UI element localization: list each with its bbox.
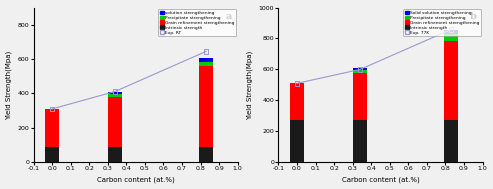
Bar [199,58,213,61]
Bar [108,97,122,147]
Bar [444,120,458,162]
Bar [353,70,367,73]
Bar [290,120,304,162]
Point [356,68,364,71]
Legend: solution strengthening, Precipitate strengthening, Grain refinement strengthenin: solution strengthening, Precipitate stre… [158,9,236,36]
Bar [108,94,122,97]
Legend: Solid solution strengthening, Precipitate strengthening, Grain refinement streng: Solid solution strengthening, Precipitat… [403,9,481,36]
Bar [444,41,458,120]
Y-axis label: Yield Strength(Mpa): Yield Strength(Mpa) [246,50,253,119]
X-axis label: Carbon content (at.%): Carbon content (at.%) [97,177,175,184]
Y-axis label: Yield Strength(Mpa): Yield Strength(Mpa) [5,50,12,119]
Text: b: b [469,12,476,21]
Bar [199,147,213,162]
Point [48,107,56,110]
Bar [444,34,458,41]
Point [293,82,301,85]
Point [202,50,210,53]
Bar [45,147,59,162]
Text: a: a [225,12,232,21]
Bar [108,92,122,94]
Bar [45,109,59,147]
Bar [444,30,458,34]
Bar [199,61,213,66]
X-axis label: Carbon content (at.%): Carbon content (at.%) [342,177,420,184]
Bar [353,68,367,70]
Bar [199,66,213,147]
Point [111,90,119,93]
Point [447,28,455,31]
Bar [108,147,122,162]
Bar [353,73,367,120]
Bar [290,83,304,120]
Bar [353,120,367,162]
